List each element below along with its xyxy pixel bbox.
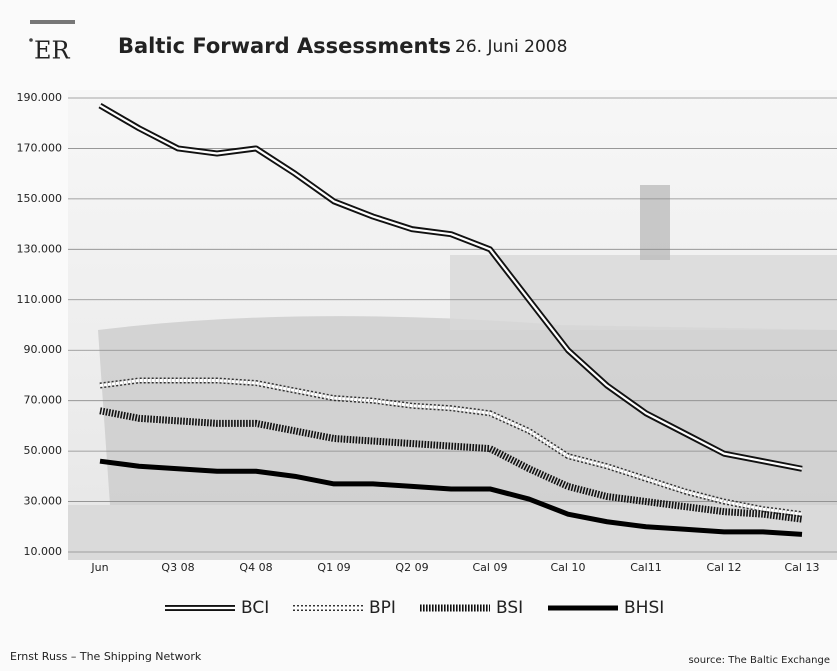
legend-label: BPI bbox=[369, 598, 396, 618]
y-tick-label: 50.000 bbox=[24, 444, 63, 457]
x-tick-label: Q1 09 bbox=[317, 561, 350, 574]
x-tick-label: Q4 08 bbox=[239, 561, 272, 574]
x-tick-label: Jun bbox=[90, 561, 108, 574]
logo: ER bbox=[34, 37, 71, 65]
y-tick-label: 170.000 bbox=[17, 141, 63, 154]
x-tick-label: Cal11 bbox=[630, 561, 661, 574]
series-line bbox=[99, 458, 803, 537]
chart-subtitle: 26. Juni 2008 bbox=[455, 37, 567, 57]
y-tick-label: 90.000 bbox=[24, 343, 63, 356]
series-line bbox=[99, 104, 803, 470]
y-tick-label: 110.000 bbox=[17, 293, 63, 306]
y-tick-label: 70.000 bbox=[24, 394, 63, 407]
ship-superstructure bbox=[450, 255, 837, 330]
logo-bar bbox=[30, 20, 75, 24]
y-tick-label: 150.000 bbox=[17, 192, 63, 205]
series-line bbox=[99, 378, 803, 516]
ship-funnel bbox=[640, 185, 670, 260]
x-tick-label: Cal 12 bbox=[707, 561, 742, 574]
y-tick-label: 190.000 bbox=[17, 91, 63, 104]
x-tick-label: Cal 09 bbox=[473, 561, 508, 574]
x-tick-label: Cal 13 bbox=[785, 561, 820, 574]
x-tick-label: Q2 09 bbox=[395, 561, 428, 574]
footer-right: source: The Baltic Exchange bbox=[688, 655, 830, 666]
footer-left: Ernst Russ – The Shipping Network bbox=[10, 650, 202, 663]
series-line bbox=[99, 407, 803, 523]
legend-label: BCI bbox=[241, 598, 269, 618]
x-tick-label: Q3 08 bbox=[161, 561, 194, 574]
y-tick-label: 10.000 bbox=[24, 545, 63, 558]
legend-label: BSI bbox=[496, 598, 523, 618]
chart-title: Baltic Forward Assessments bbox=[118, 34, 451, 58]
legend-label: BHSI bbox=[624, 598, 664, 618]
logo-dot bbox=[29, 38, 33, 42]
y-tick-label: 30.000 bbox=[24, 495, 63, 508]
x-tick-label: Cal 10 bbox=[551, 561, 586, 574]
y-tick-label: 130.000 bbox=[17, 242, 63, 255]
